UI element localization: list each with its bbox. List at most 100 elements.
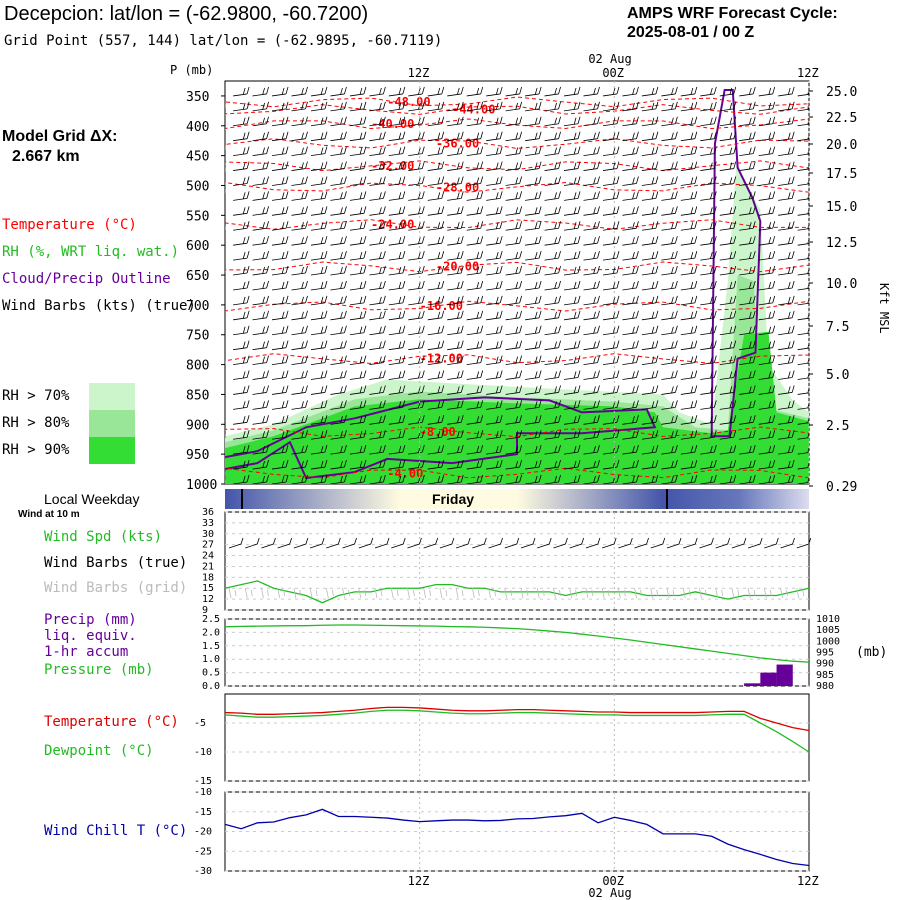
wind-barb: [641, 251, 659, 261]
wind-barb: [252, 101, 269, 112]
height-tick-label: 10.0: [826, 277, 857, 292]
height-tick-label: 20.0: [826, 138, 857, 153]
wind-barb: [758, 265, 776, 276]
wind-barb: [447, 131, 464, 142]
wind-barb: [641, 310, 659, 321]
wind-barb: [758, 191, 776, 201]
wind-barb: [778, 86, 795, 97]
wind-barb: [505, 206, 523, 216]
wind-barb: [505, 415, 523, 425]
wind-barb: [233, 370, 250, 380]
wind-barb: [447, 445, 464, 455]
wind-barb: [466, 265, 484, 276]
temp-panel-tick-label: -10: [194, 747, 212, 758]
grid-wind-barb: [228, 587, 237, 599]
wind-barb: [544, 340, 561, 351]
wind-barb: [330, 430, 347, 440]
wind-barb: [466, 221, 484, 231]
wind-barb: [525, 146, 542, 157]
wind-barb: [680, 265, 698, 276]
wind-barb: [466, 459, 484, 470]
wind-barb: [466, 445, 484, 455]
wind-barb: [739, 191, 756, 201]
wind-barb: [739, 295, 756, 306]
wind-barb: [310, 236, 328, 246]
precip-bar: [760, 672, 777, 686]
wind-barb: [349, 101, 367, 112]
wind-barb: [739, 265, 756, 276]
wind-barb: [583, 191, 600, 201]
legend-wind-speed: Wind Spd (kts): [44, 529, 163, 545]
wind-barb: [271, 430, 289, 440]
wind-barb: [583, 131, 600, 142]
legend-rh90-swatch: [89, 437, 135, 464]
wind-barb: [252, 445, 269, 455]
wind-barb: [447, 251, 464, 261]
grid-wind-barb: [374, 587, 383, 599]
temperature-contour-label: -20.00: [436, 260, 479, 274]
wind-barb: [739, 310, 756, 321]
wind-barb: [622, 385, 639, 395]
wind-barb: [349, 176, 367, 186]
wind-barb: [739, 430, 756, 440]
wind-barb: [252, 385, 269, 395]
wind-barb: [427, 295, 445, 306]
wind-barb: [330, 445, 347, 455]
grid-wind-barb: [261, 587, 269, 599]
wind-barb: [252, 340, 269, 351]
legend-rh80-label: RH > 80%: [2, 415, 70, 431]
wind-barb: [252, 161, 269, 171]
surface-wind-barb: [780, 537, 795, 549]
grid-wind-barb: [439, 587, 448, 599]
surface-wind-barb: [520, 537, 536, 549]
wind-barb: [271, 280, 289, 291]
wind-barb: [505, 176, 523, 186]
wind-barb: [544, 474, 561, 484]
wind-barb: [797, 282, 809, 291]
wind-barb: [739, 370, 756, 380]
wind-barb: [525, 191, 542, 201]
wind-barb: [700, 325, 717, 336]
wind-barb: [505, 265, 523, 276]
wind-barb: [447, 385, 464, 395]
wind-barb: [330, 206, 347, 216]
wind-barb: [271, 221, 289, 231]
wind-barb: [525, 161, 542, 171]
wind-barb: [719, 340, 737, 351]
wind-barb: [408, 251, 425, 261]
wind-barb: [486, 206, 503, 216]
wind-barb: [486, 131, 503, 142]
wind-barb: [739, 355, 756, 365]
wind-barb: [583, 340, 600, 351]
wind-barb: [719, 221, 737, 231]
wind-barb: [583, 116, 600, 127]
wind-barb: [233, 295, 250, 306]
wind-barb: [427, 400, 445, 410]
wind-barb: [797, 372, 809, 380]
wind-barb: [641, 86, 659, 97]
wind-barb: [544, 370, 561, 380]
wind-barb: [388, 146, 406, 157]
wind-barb: [466, 385, 484, 395]
height-tick-label: 15.0: [826, 200, 857, 215]
pressure-tick-label: 850: [186, 388, 209, 403]
wind-barb: [271, 265, 289, 276]
wind-barb: [583, 176, 600, 186]
wind-barb: [739, 161, 756, 171]
surface-wind-barb: [634, 537, 649, 549]
wind-barb: [525, 86, 542, 97]
wind-barb: [583, 385, 600, 395]
wind-barb: [349, 236, 367, 246]
wind-barb: [427, 176, 445, 186]
legend-wind-barbs-true: Wind Barbs (true): [44, 555, 188, 571]
wind-barb: [291, 206, 308, 216]
wind-barb: [661, 474, 678, 484]
wind-barb: [700, 355, 717, 365]
wind-barb: [505, 191, 523, 201]
legend-cloud: Cloud/Precip Outline: [2, 271, 171, 287]
wind-barb: [525, 415, 542, 425]
wind-barb: [778, 176, 795, 186]
wind-barb: [700, 161, 717, 171]
wind-barb: [466, 131, 484, 142]
wind-barb: [252, 116, 269, 127]
